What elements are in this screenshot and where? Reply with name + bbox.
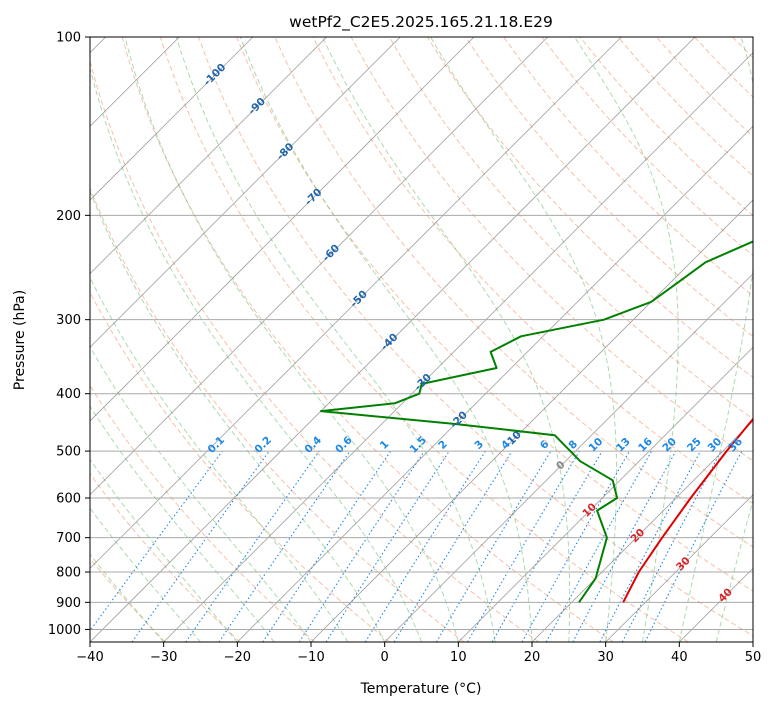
dewpoint-profile-line bbox=[319, 240, 753, 603]
dry-adiabat-line bbox=[90, 186, 465, 642]
dry-adiabat-line bbox=[198, 37, 753, 637]
temperature-profile bbox=[622, 417, 753, 603]
mixing-ratio-line bbox=[131, 450, 270, 642]
mixing-ratio-line bbox=[262, 450, 392, 642]
x-tick-label: −30 bbox=[150, 650, 177, 665]
x-tick-label: −10 bbox=[297, 650, 324, 665]
x-tick-label: 50 bbox=[745, 650, 762, 665]
mixing-ratio-line bbox=[325, 450, 450, 642]
y-axis: 100 200 300 400 500 600 700 800 900 1000 bbox=[48, 31, 90, 638]
isotherm-line bbox=[605, 494, 753, 642]
isotherm-line bbox=[90, 37, 327, 275]
moist-adiabat-line bbox=[715, 498, 753, 642]
mixing-ratio-line bbox=[572, 450, 677, 642]
moist-adiabat-line bbox=[239, 37, 533, 642]
dry-adiabat-line bbox=[350, 37, 753, 462]
dry-adiabat-line bbox=[90, 472, 241, 642]
y-tick-label: 900 bbox=[56, 596, 81, 611]
x-tick-label: −20 bbox=[224, 650, 251, 665]
moist-adiabat-line bbox=[90, 458, 238, 642]
y-tick-label: 1000 bbox=[48, 623, 81, 638]
y-tick-label: 600 bbox=[56, 492, 81, 507]
plot-area bbox=[90, 37, 753, 642]
isotherm-line bbox=[458, 346, 753, 642]
moist-adiabat-line bbox=[574, 37, 679, 642]
y-tick-label: 800 bbox=[56, 566, 81, 581]
y-tick-label: 200 bbox=[56, 209, 81, 224]
chart-title: wetPf2_C2E5.2025.165.21.18.E29 bbox=[289, 13, 553, 32]
dry-adiabat-line bbox=[90, 557, 166, 642]
y-tick-label: 400 bbox=[56, 387, 81, 402]
y-tick-label: 500 bbox=[56, 445, 81, 460]
dry-adiabat-line bbox=[426, 37, 753, 378]
dry-adiabat-line bbox=[121, 37, 614, 642]
dry-adiabat-line bbox=[236, 37, 753, 592]
isotherm-line bbox=[310, 199, 753, 642]
moist-adiabat-line bbox=[90, 405, 275, 642]
x-tick-label: 20 bbox=[524, 650, 541, 665]
isotherm-line bbox=[531, 420, 753, 642]
moist-adiabat-line bbox=[175, 37, 496, 642]
isotherm-line bbox=[90, 37, 696, 642]
x-tick-label: 0 bbox=[381, 650, 389, 665]
x-tick-label: 40 bbox=[671, 650, 688, 665]
moist-adiabat-line bbox=[90, 189, 386, 642]
plot-frame bbox=[89, 36, 754, 643]
isotherm-line bbox=[90, 37, 254, 201]
isotherm-line bbox=[90, 37, 401, 348]
isotherm-line bbox=[163, 52, 753, 642]
x-axis-label: Temperature (°C) bbox=[360, 681, 482, 697]
dry-adiabat-line bbox=[90, 384, 316, 642]
isotherm-line bbox=[90, 37, 475, 422]
x-axis: −40 −30 −20 −10 0 10 20 30 40 50 bbox=[76, 642, 761, 665]
temperature-profile-line bbox=[622, 417, 753, 603]
dry-adiabat-line bbox=[503, 37, 753, 297]
isotherm-line bbox=[237, 125, 753, 642]
y-tick-label: 700 bbox=[56, 531, 81, 546]
moist-adiabats bbox=[90, 37, 753, 642]
moist-adiabat-line bbox=[90, 276, 349, 642]
mixing-ratio-line bbox=[521, 450, 630, 642]
mixing-ratio-line bbox=[218, 450, 351, 642]
mixing-ratio-line bbox=[298, 450, 425, 642]
moist-adiabat-line bbox=[322, 37, 571, 642]
moist-adiabat-line bbox=[430, 37, 617, 642]
isotherms bbox=[90, 37, 753, 642]
y-tick-label: 100 bbox=[56, 31, 81, 46]
isotherm-line bbox=[90, 37, 548, 496]
isotherm-line bbox=[384, 273, 753, 642]
moist-adiabat-line bbox=[90, 65, 422, 642]
dry-adiabat-line bbox=[90, 59, 540, 642]
y-axis-label: Pressure (hPa) bbox=[12, 290, 28, 390]
x-tick-label: 10 bbox=[450, 650, 467, 665]
x-tick-label: 30 bbox=[597, 650, 614, 665]
moist-adiabat-line bbox=[124, 37, 459, 642]
dewpoint-profile bbox=[319, 240, 753, 603]
mixing-ratio-line bbox=[644, 450, 743, 642]
mixing-ratio-line bbox=[393, 450, 513, 642]
mixing-ratio-line bbox=[545, 450, 653, 642]
moist-adiabat-line bbox=[678, 37, 753, 642]
y-tick-label: 300 bbox=[56, 313, 81, 328]
isobar-gridlines bbox=[90, 37, 753, 630]
mixing-ratio-lines bbox=[90, 450, 743, 642]
mixing-ratio-line bbox=[90, 450, 223, 632]
isotherm-line bbox=[90, 37, 622, 569]
dry-adiabat-line bbox=[90, 291, 390, 642]
x-tick-label: −40 bbox=[76, 650, 103, 665]
mixing-ratio-line bbox=[185, 450, 320, 642]
